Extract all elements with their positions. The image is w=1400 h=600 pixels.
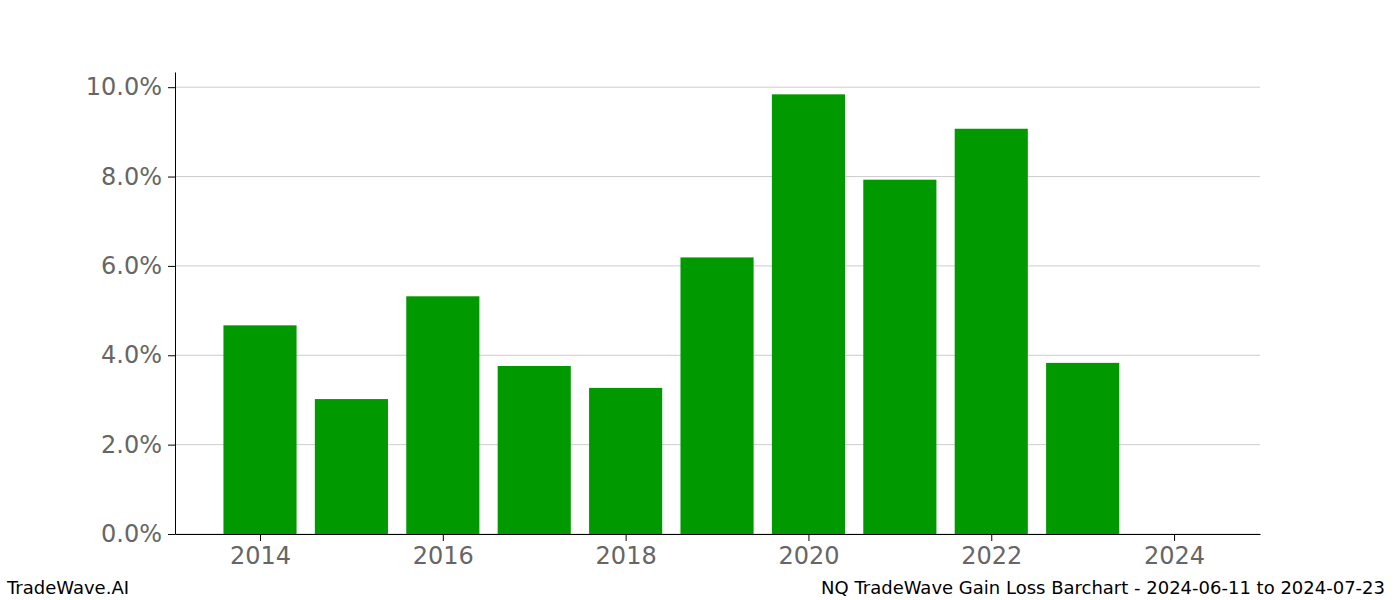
y-tick-mark <box>168 445 175 446</box>
y-tick: 2.0% <box>101 431 175 459</box>
y-tick-mark <box>168 355 175 356</box>
bar <box>223 325 296 534</box>
y-tick-mark <box>168 266 175 267</box>
x-tick-label: 2016 <box>413 542 474 570</box>
x-tick-mark <box>626 534 627 541</box>
bar <box>589 388 662 534</box>
x-tick-mark <box>443 534 444 541</box>
x-tick-mark <box>991 534 992 541</box>
x-tick: 2022 <box>961 534 1022 570</box>
grid <box>175 87 1260 534</box>
bar <box>315 399 388 534</box>
bar <box>863 180 936 534</box>
x-tick-mark <box>1174 534 1175 541</box>
y-tick-label: 10.0% <box>86 73 162 101</box>
plot: 0.0% 2.0% 4.0% 6.0% 8.0% 10.0% 2014 2016 2018 202… <box>86 73 1261 571</box>
y-tick: 6.0% <box>101 252 175 280</box>
y-tick: 10.0% <box>86 73 175 101</box>
x-tick-label: 2022 <box>961 542 1022 570</box>
y-tick-label: 8.0% <box>101 163 162 191</box>
x-tick-label: 2020 <box>778 542 839 570</box>
x-tick-label: 2014 <box>230 542 291 570</box>
x-tick: 2018 <box>596 534 657 570</box>
x-tick-mark <box>808 534 809 541</box>
y-tick: 8.0% <box>101 163 175 191</box>
bars <box>223 94 1119 534</box>
y-tick-mark <box>168 177 175 178</box>
y-tick-mark <box>168 87 175 88</box>
y-axis: 0.0% 2.0% 4.0% 6.0% 8.0% 10.0% <box>86 73 176 549</box>
x-axis: 2014 2016 2018 2020 2022 2024 <box>176 534 1261 570</box>
x-tick-label: 2018 <box>596 542 657 570</box>
y-tick: 4.0% <box>101 341 175 369</box>
y-tick-label: 0.0% <box>101 520 162 548</box>
y-axis-line <box>175 73 176 535</box>
x-axis-line <box>176 534 1261 535</box>
y-tick-label: 4.0% <box>101 341 162 369</box>
bar <box>772 94 845 534</box>
bar <box>680 257 753 534</box>
x-tick: 2016 <box>413 534 474 570</box>
x-tick: 2020 <box>778 534 839 570</box>
bar <box>1046 363 1119 534</box>
y-tick-label: 2.0% <box>101 431 162 459</box>
chart: 0.0% 2.0% 4.0% 6.0% 8.0% 10.0% 2014 2016 2018 202… <box>0 0 1400 600</box>
bar <box>498 366 571 534</box>
y-tick: 0.0% <box>101 520 175 548</box>
x-tick: 2014 <box>230 534 291 570</box>
annotation: TradeWave.AI <box>6 577 129 598</box>
x-tick-label: 2024 <box>1144 542 1205 570</box>
bar <box>955 129 1028 534</box>
x-tick-mark <box>260 534 261 541</box>
y-tick-label: 6.0% <box>101 252 162 280</box>
x-tick: 2024 <box>1144 534 1205 570</box>
grid-line <box>175 87 1260 88</box>
bar <box>406 296 479 534</box>
y-tick-mark <box>168 534 175 535</box>
title: NQ TradeWave Gain Loss Barchart - 2024-0… <box>821 577 1385 598</box>
grid-line <box>175 176 1260 177</box>
